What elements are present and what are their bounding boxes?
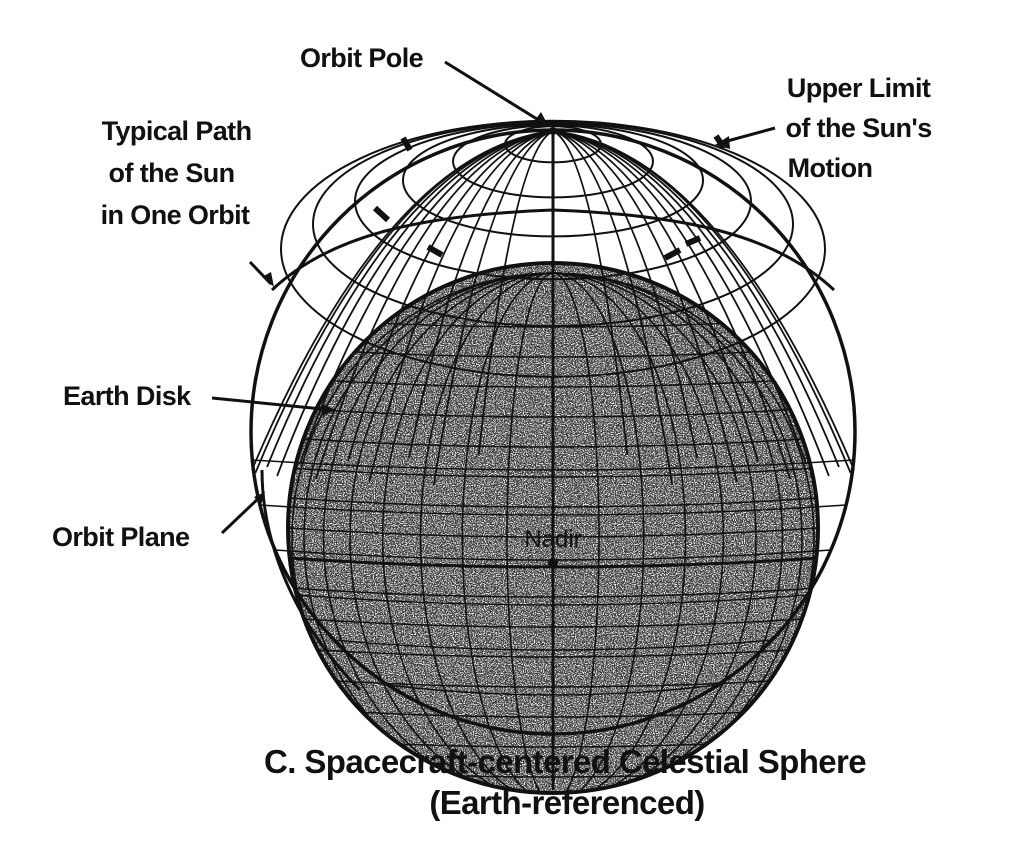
- sphere-meridian: [368, 130, 554, 483]
- orbit-pole-point: [549, 127, 557, 135]
- sphere-meridian: [314, 130, 554, 480]
- sphere-meridian: [552, 130, 738, 483]
- sphere-meridian: [552, 130, 852, 474]
- sphere-meridian: [552, 130, 759, 462]
- label-typical-path: Typical Path of the Sun in One Orbit: [101, 116, 259, 230]
- sphere-meridian: [552, 130, 674, 486]
- label-orbit-plane: Orbit Plane: [52, 522, 190, 552]
- label-nadir: Nadir: [524, 526, 581, 553]
- sphere-meridian: [432, 130, 554, 486]
- caption-line-1: C. Spacecraft-centered Celestial Sphere: [264, 743, 866, 780]
- label-upper-limit: Upper Limit of the Sun's Motion: [785, 73, 938, 183]
- sphere-meridian: [266, 130, 554, 468]
- sphere-meridian: [347, 130, 554, 462]
- sphere-meridian: [408, 130, 554, 459]
- orbit-plane-line: [260, 469, 362, 692]
- leader-arrowheads: [254, 112, 730, 505]
- nadir-point: [548, 558, 558, 568]
- caption-line-2: (Earth-referenced): [429, 784, 704, 821]
- sphere-meridian: [552, 130, 698, 459]
- label-earth-disk: Earth Disk: [63, 381, 192, 411]
- sphere-meridian: [477, 130, 554, 456]
- sphere-meridian: [552, 130, 629, 456]
- leader-lines: [211, 60, 776, 535]
- label-orbit-pole: Orbit Pole: [300, 43, 424, 73]
- sphere-meridian: [552, 130, 792, 480]
